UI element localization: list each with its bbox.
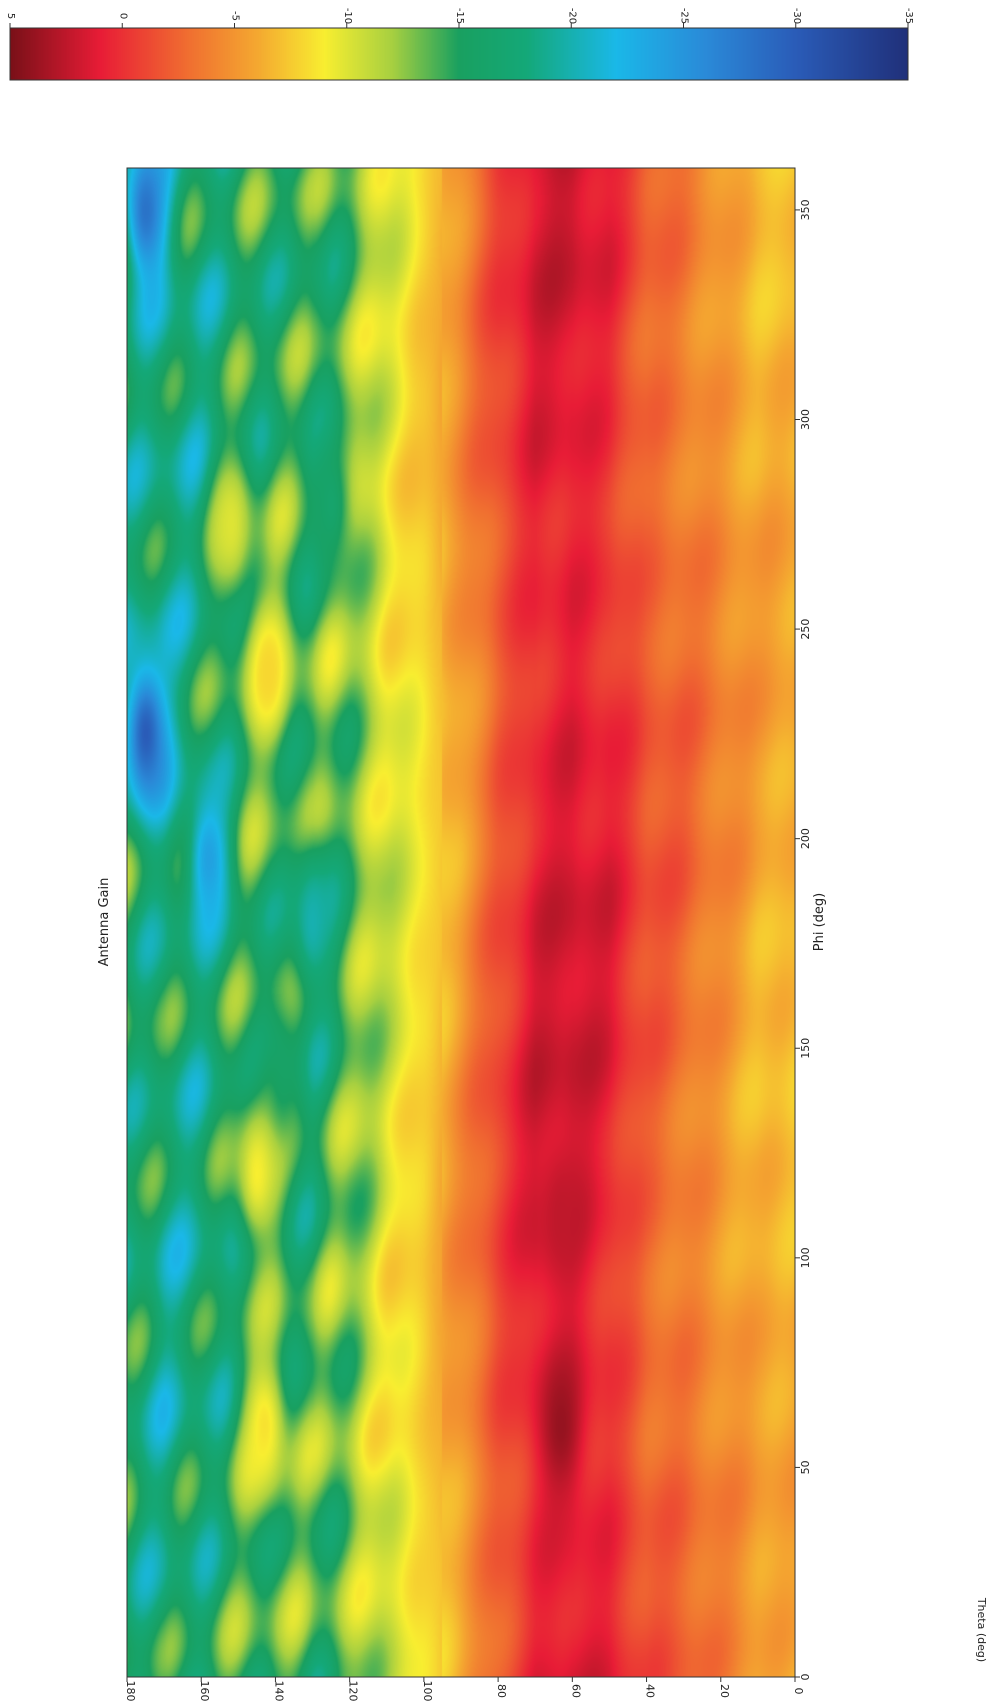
y-tick-label: 100 xyxy=(421,1681,434,1702)
x-axis-label: Phi (deg) xyxy=(812,893,827,951)
y-tick-label: 0 xyxy=(792,1688,805,1695)
heatmap-image xyxy=(127,168,795,1677)
colorbar-tick-label: -35 xyxy=(903,8,914,24)
colorbar-gradient xyxy=(10,28,908,80)
chart-title: Antenna Gain xyxy=(97,878,112,967)
y-tick-label: 60 xyxy=(569,1684,582,1698)
x-tick-label: 50 xyxy=(799,1460,812,1474)
y-tick-label: 160 xyxy=(198,1681,211,1702)
y-tick-label: 180 xyxy=(124,1681,137,1702)
x-tick-label: 0 xyxy=(799,1674,812,1681)
y-axis-ticks: 0 20 40 60 80 100 120 140 160 180 xyxy=(124,1677,805,1702)
colorbar-tick-label: -10 xyxy=(342,8,353,24)
x-tick-label: 200 xyxy=(799,828,812,849)
y-tick-label: 120 xyxy=(347,1681,360,1702)
colorbar-tick-label: -25 xyxy=(679,8,690,24)
x-tick-label: 100 xyxy=(799,1247,812,1268)
colorbar-tick-label: -15 xyxy=(454,8,465,24)
colorbar-tick-label: -5 xyxy=(230,11,241,21)
y-tick-label: 40 xyxy=(644,1684,657,1698)
colorbar-frame xyxy=(9,27,909,81)
plot-frame xyxy=(126,167,796,1678)
colorbar-tick-label: -20 xyxy=(566,8,577,24)
y-axis-label: Theta (deg) xyxy=(975,1597,988,1662)
x-tick-label: 150 xyxy=(799,1038,812,1059)
x-tick-label: 250 xyxy=(799,619,812,640)
y-tick-label: 20 xyxy=(718,1684,731,1698)
colorbar-ticks: 5 0 -5 -10 -15 -20 -25 -30 -35 xyxy=(5,8,914,28)
colorbar-tick-label: -30 xyxy=(791,8,802,24)
colorbar-tick-label: 5 xyxy=(5,13,16,19)
colorbar-tick-label: 0 xyxy=(117,13,128,19)
x-tick-label: 300 xyxy=(799,409,812,430)
x-axis-ticks: 0 50 100 150 200 250 300 350 xyxy=(795,199,812,1681)
y-tick-label: 140 xyxy=(272,1681,285,1702)
x-tick-label: 350 xyxy=(799,199,812,220)
y-tick-label: 80 xyxy=(495,1684,508,1698)
